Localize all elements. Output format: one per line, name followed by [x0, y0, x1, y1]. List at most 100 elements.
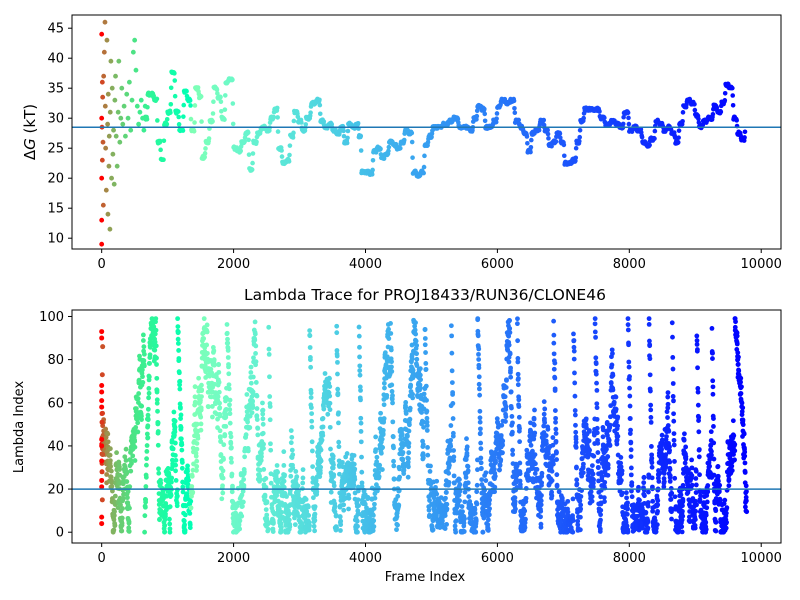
- lambda-point: [120, 496, 126, 502]
- lambda-point: [572, 408, 578, 413]
- lambda-point: [367, 515, 372, 520]
- lambda-point: [628, 447, 634, 453]
- lambda-point: [124, 470, 130, 476]
- delta-g-point: [287, 143, 293, 148]
- lambda-point: [396, 502, 402, 508]
- lambda-point: [388, 320, 393, 326]
- lambda-point: [394, 527, 399, 533]
- delta-g-point: [181, 114, 186, 119]
- lambda-point: [575, 518, 581, 524]
- lambda-point: [464, 450, 470, 456]
- lambda-point: [267, 394, 273, 399]
- lambda-point: [444, 501, 450, 507]
- lambda-point: [513, 506, 518, 512]
- lambda-point: [260, 416, 266, 422]
- lambda-point: [574, 477, 580, 483]
- lambda-point: [170, 457, 175, 463]
- lambda-point: [507, 330, 513, 335]
- delta-g-label-g: G: [21, 138, 39, 150]
- lambda-point: [460, 509, 465, 515]
- lambda-point: [144, 449, 150, 454]
- lambda-point: [602, 479, 608, 485]
- delta-g-point: [164, 121, 170, 127]
- lambda-point: [627, 393, 633, 399]
- lambda-point: [321, 406, 327, 412]
- lambda-point: [417, 366, 423, 372]
- lambda-point: [357, 368, 363, 373]
- lambda-point: [308, 357, 313, 363]
- lambda-point: [589, 498, 595, 504]
- delta-g-point: [238, 148, 244, 154]
- lambda-point: [491, 466, 497, 472]
- delta-g-early-point: [103, 187, 109, 193]
- delta-g-point: [639, 134, 645, 140]
- lambda-point: [169, 479, 174, 485]
- lambda-point: [292, 515, 297, 521]
- lambda-point: [286, 517, 292, 523]
- lambda-point: [174, 493, 180, 499]
- delta-g-point: [164, 116, 170, 122]
- lambda-point: [446, 470, 452, 476]
- lambda-point: [218, 452, 224, 457]
- lambda-point: [334, 353, 340, 359]
- lambda-point: [538, 514, 543, 520]
- lambda-point: [228, 455, 234, 461]
- lambda-point: [615, 433, 621, 439]
- lambda-point: [270, 529, 276, 534]
- lambda-point: [358, 388, 363, 393]
- lambda-point: [139, 367, 145, 373]
- lambda-point: [516, 397, 522, 403]
- lambda-point: [295, 483, 301, 489]
- lambda-point: [605, 472, 611, 478]
- lambda-point: [243, 432, 249, 438]
- lambda-point: [504, 378, 509, 383]
- lambda-point: [338, 528, 343, 533]
- lambda-point: [450, 416, 456, 421]
- lambda-point: [606, 437, 612, 443]
- delta-g-point: [597, 109, 602, 114]
- lambda-point: [309, 418, 315, 424]
- lambda-point: [226, 382, 232, 388]
- delta-g-early-point: [113, 73, 118, 79]
- lambda-point: [119, 515, 125, 521]
- delta-g-point: [210, 111, 216, 116]
- lambda-point: [423, 361, 429, 366]
- lambda-point: [359, 480, 365, 486]
- delta-g-early-point: [138, 97, 144, 103]
- lambda-point: [222, 433, 228, 439]
- delta-g-early-point: [109, 85, 115, 91]
- lambda-point: [359, 469, 365, 475]
- lambda-point: [144, 443, 150, 448]
- lambda-point: [120, 506, 125, 511]
- lambda-point: [380, 432, 386, 438]
- lambda-point: [422, 327, 428, 333]
- lambda-point: [167, 529, 173, 535]
- lambda-point: [451, 473, 457, 479]
- delta-g-early-point: [107, 226, 113, 232]
- lambda-point: [257, 476, 263, 482]
- lambda-point: [577, 498, 583, 503]
- lambda-point: [539, 493, 544, 498]
- lambda-point: [481, 515, 487, 521]
- lambda-point: [447, 456, 453, 461]
- lambda-point: [625, 500, 630, 506]
- lambda-point: [426, 507, 432, 513]
- lambda-point: [178, 416, 184, 421]
- lambda-point: [449, 333, 455, 339]
- delta-g-point: [626, 115, 631, 121]
- lambda-point: [423, 383, 429, 389]
- lambda-point: [309, 448, 315, 454]
- lambda-point: [199, 394, 204, 399]
- lambda-point: [172, 429, 178, 435]
- lambda-point: [579, 456, 585, 461]
- lambda-point: [288, 440, 294, 446]
- lambda-point: [335, 386, 341, 392]
- delta-g-point: [647, 142, 652, 148]
- lambda-point: [486, 501, 492, 507]
- lambda-point: [217, 400, 222, 406]
- lambda-point: [172, 418, 178, 424]
- lambda-point: [318, 447, 324, 453]
- lambda-point: [167, 516, 172, 522]
- lambda-point: [216, 361, 222, 367]
- lambda-point: [109, 483, 115, 489]
